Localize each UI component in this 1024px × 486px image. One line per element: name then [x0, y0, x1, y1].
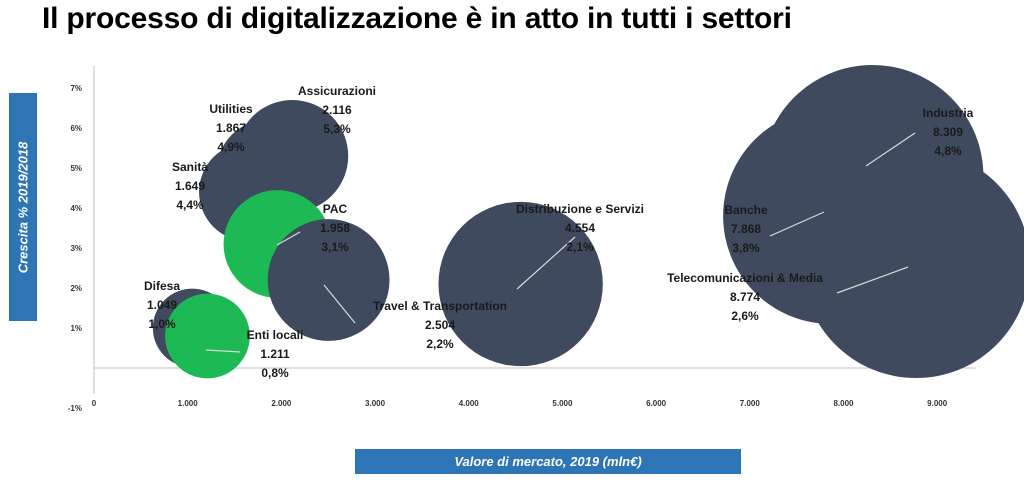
y-tick-label: 5% [70, 164, 82, 173]
data-label-travel-value: 2.504 [425, 318, 455, 332]
data-label-assicurazioni-name: Assicurazioni [298, 84, 376, 98]
x-tick-label: 3.000 [365, 399, 386, 408]
chart-leader-lines [205, 132, 916, 353]
bubble-distribuzione [438, 201, 603, 367]
y-axis-title-box: Crescita % 2019/2018 [9, 93, 37, 321]
x-tick-label: 0 [92, 399, 97, 408]
data-label-distribuzione-value: 4.554 [565, 221, 595, 235]
data-label-banche-growth: 3,8% [732, 241, 760, 255]
data-label-difesa-value: 1.049 [147, 298, 177, 312]
x-tick-label: 5.000 [552, 399, 573, 408]
data-label-pac-value: 1.958 [320, 221, 350, 235]
data-label-industria-value: 8.309 [933, 125, 963, 139]
data-label-enti-locali-growth: 0,8% [261, 366, 289, 380]
data-label-distribuzione-name: Distribuzione e Servizi [516, 202, 644, 216]
x-tick-label: 7.000 [740, 399, 761, 408]
data-label-telecomunicazioni-name: Telecomunicazioni & Media [667, 271, 823, 285]
leader-line-travel [323, 284, 356, 324]
y-tick-label: -1% [68, 404, 82, 413]
data-label-enti-locali-name: Enti locali [247, 328, 304, 342]
x-axis-title: Valore di mercato, 2019 (mln€) [454, 454, 642, 469]
leader-line-industria [865, 132, 916, 167]
leader-line-banche [769, 211, 825, 237]
bubble-enti-locali [165, 293, 250, 379]
x-tick-label: 8.000 [833, 399, 854, 408]
data-label-assicurazioni-growth: 5,3% [323, 122, 351, 136]
leader-line-pac [276, 231, 301, 246]
data-label-industria-growth: 4,8% [934, 144, 962, 158]
y-tick-label: 6% [70, 124, 82, 133]
y-tick-label: 7% [70, 84, 82, 93]
bubble-travel [267, 219, 390, 341]
chart-data-labels: Assicurazioni 2.116 5,3% Utilities 1.867 4,9%… [144, 84, 974, 380]
x-tick-label: 4.000 [459, 399, 480, 408]
x-tick-label: 9.000 [927, 399, 948, 408]
chart-bubbles [152, 65, 1024, 379]
leader-line-telecomunicazioni [836, 266, 909, 294]
data-label-banche-name: Banche [724, 203, 768, 217]
y-tick-label: 1% [70, 324, 82, 333]
x-tick-label: 1.000 [178, 399, 199, 408]
leader-line-enti-locali [205, 349, 241, 353]
x-axis-title-box: Valore di mercato, 2019 (mln€) [355, 449, 741, 474]
data-label-banche-value: 7.868 [731, 222, 761, 236]
data-label-industria-name: Industria [923, 106, 974, 120]
data-label-difesa-growth: 1,0% [148, 317, 176, 331]
data-label-sanita-growth: 4,4% [176, 198, 204, 212]
page-title: Il processo di digitalizzazione è in att… [42, 2, 792, 35]
y-tick-label: 3% [70, 244, 82, 253]
data-label-travel-name: Travel & Transportation [373, 299, 507, 313]
data-label-sanita-name: Sanità [172, 160, 208, 174]
y-tick-label: 2% [70, 284, 82, 293]
data-label-difesa-name: Difesa [144, 279, 180, 293]
data-label-assicurazioni-value: 2.116 [322, 103, 352, 117]
data-label-distribuzione-growth: 2,1% [566, 240, 594, 254]
y-axis-title: Crescita % 2019/2018 [15, 141, 31, 273]
x-tick-label: 2.000 [271, 399, 292, 408]
data-label-enti-locali-value: 1.211 [260, 347, 290, 361]
leader-line-distribuzione [516, 236, 576, 290]
bubble-telecomunicazioni [801, 149, 1024, 379]
data-label-telecomunicazioni-value: 8.774 [730, 290, 760, 304]
y-tick-label: 4% [70, 204, 82, 213]
data-label-telecomunicazioni-growth: 2,6% [731, 309, 759, 323]
chart-tick-labels: -1% 1% 2% 3% 4% 5% 6% 7% 0 1.000 2.000 3.000 4.000 5.… [68, 84, 948, 413]
data-label-pac-name: PAC [323, 202, 348, 216]
data-label-travel-growth: 2,2% [426, 337, 454, 351]
data-label-utilities-growth: 4,9% [217, 140, 245, 154]
data-label-utilities-name: Utilities [209, 102, 253, 116]
data-label-utilities-value: 1.867 [216, 121, 246, 135]
chart-axes [93, 66, 976, 394]
x-tick-label: 6.000 [646, 399, 667, 408]
data-label-sanita-value: 1.649 [175, 179, 205, 193]
data-label-pac-growth: 3,1% [321, 240, 349, 254]
